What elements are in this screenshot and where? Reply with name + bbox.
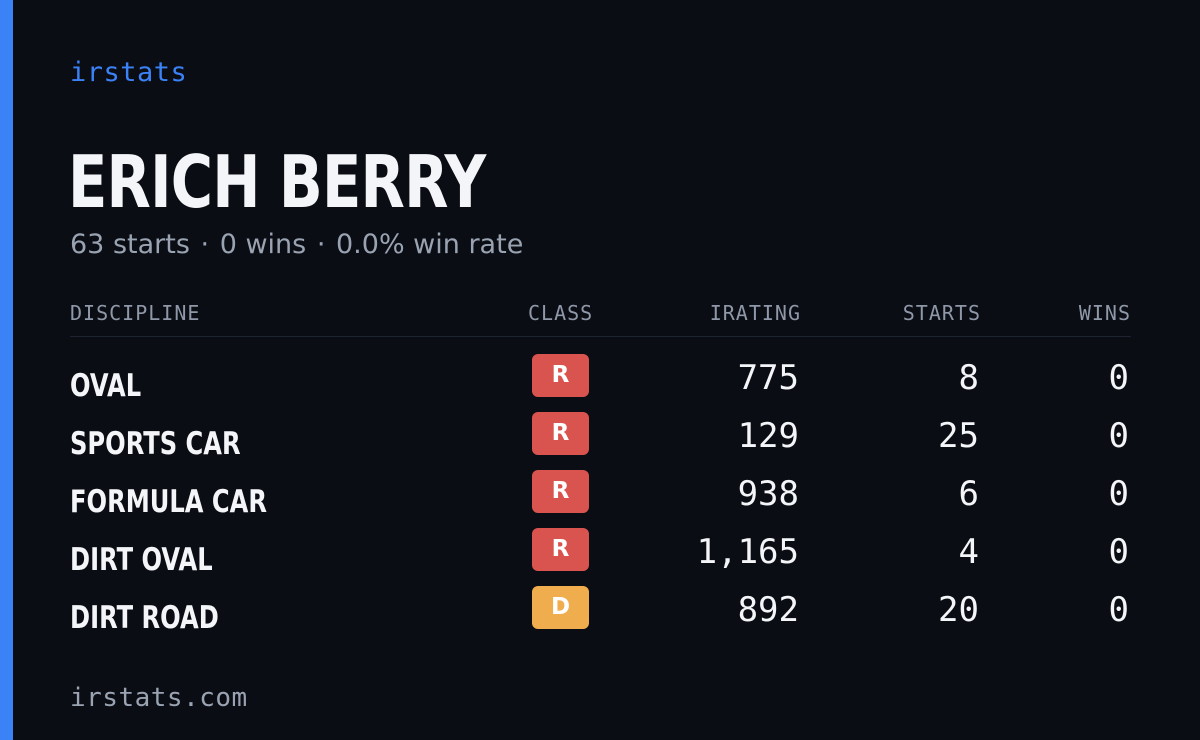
irating-value: 892 xyxy=(737,590,799,630)
driver-name: ERICH BERRY xyxy=(68,140,486,224)
discipline-name: SPORTS CAR xyxy=(70,426,241,462)
table-header: DISCIPLINE CLASS IRATING STARTS WINS xyxy=(70,296,1131,337)
wins-value: 0 xyxy=(1108,590,1129,630)
irating-value: 1,165 xyxy=(696,532,799,572)
summary-separator: · xyxy=(316,229,326,260)
license-class-badge: D xyxy=(532,586,589,629)
starts-summary: 63 starts xyxy=(70,229,190,260)
wins-value: 0 xyxy=(1108,532,1129,572)
driver-summary: 63 starts · 0 wins · 0.0% win rate xyxy=(70,227,523,263)
table-row: DIRT OVAL R 1,165 4 0 xyxy=(70,528,1131,586)
license-class-badge: R xyxy=(532,528,589,571)
discipline-name: DIRT ROAD xyxy=(70,600,219,636)
discipline-name: FORMULA CAR xyxy=(70,484,268,520)
table-row: SPORTS CAR R 129 25 0 xyxy=(70,412,1131,470)
win-rate-summary: 0.0% win rate xyxy=(336,229,524,260)
header-discipline: DISCIPLINE xyxy=(70,301,201,325)
license-class-badge: R xyxy=(532,354,589,397)
table-body: OVAL R 775 8 0 SPORTS CAR R 129 25 0 FOR… xyxy=(70,354,1131,644)
discipline-stats-table: DISCIPLINE CLASS IRATING STARTS WINS OVA… xyxy=(70,296,1131,636)
starts-value: 20 xyxy=(938,590,979,630)
table-row: DIRT ROAD D 892 20 0 xyxy=(70,586,1131,644)
discipline-name: DIRT OVAL xyxy=(70,542,213,578)
table-row: OVAL R 775 8 0 xyxy=(70,354,1131,412)
irating-value: 775 xyxy=(737,358,799,398)
wins-value: 0 xyxy=(1108,416,1129,456)
footer-site-url: irstats.com xyxy=(70,683,248,713)
table-row: FORMULA CAR R 938 6 0 xyxy=(70,470,1131,528)
license-class-badge: R xyxy=(532,470,589,513)
header-irating: IRATING xyxy=(709,301,801,325)
starts-value: 25 xyxy=(938,416,979,456)
summary-separator: · xyxy=(200,229,210,260)
accent-bar xyxy=(0,0,13,740)
brand-logo-text: irstats xyxy=(70,57,188,88)
irating-value: 938 xyxy=(737,474,799,514)
starts-value: 4 xyxy=(958,532,979,572)
header-wins: WINS xyxy=(1078,301,1131,325)
starts-value: 8 xyxy=(958,358,979,398)
wins-summary: 0 wins xyxy=(219,229,307,260)
header-starts: STARTS xyxy=(902,301,981,325)
discipline-name: OVAL xyxy=(70,368,142,404)
license-class-badge: R xyxy=(532,412,589,455)
wins-value: 0 xyxy=(1108,474,1129,514)
irating-value: 129 xyxy=(737,416,799,456)
wins-value: 0 xyxy=(1108,358,1129,398)
header-class: CLASS xyxy=(528,301,594,325)
starts-value: 6 xyxy=(958,474,979,514)
